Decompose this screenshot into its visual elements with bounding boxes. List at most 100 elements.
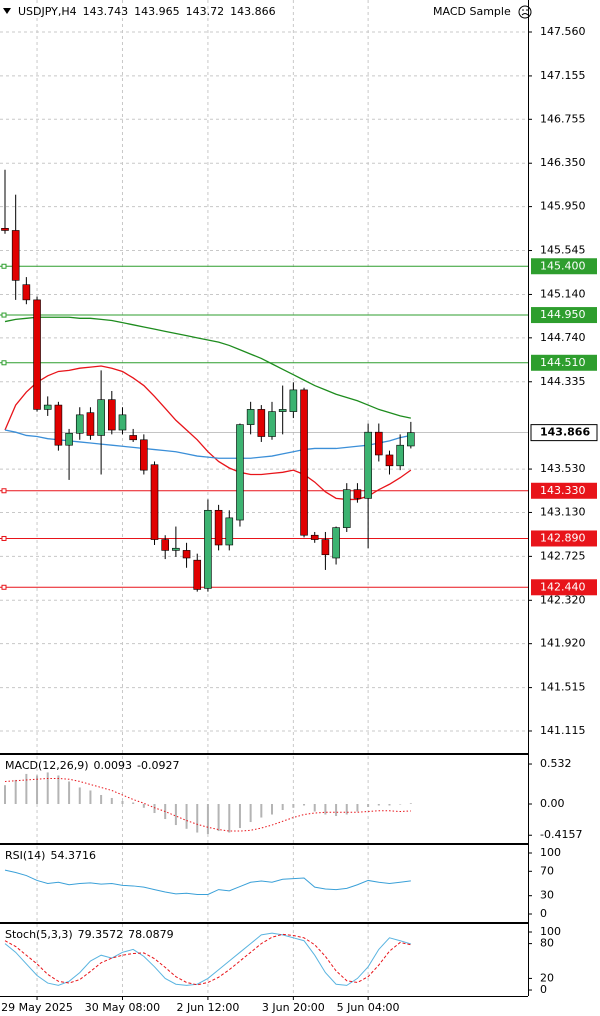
indicator-name: MACD(12,26,9) (5, 759, 89, 772)
level-anchor (1, 535, 7, 541)
indicator-name: Stoch(5,3,3) (5, 928, 73, 941)
candle-body (86, 412, 95, 436)
level-label-box (531, 258, 597, 275)
histogram-bar (196, 803, 199, 833)
ohlc-high: 143.965 (134, 5, 180, 18)
chart-title: USDJPY,H4 143.743 143.965 143.72 143.866 (18, 5, 276, 18)
y-tick-label: 143.130 (540, 505, 586, 518)
expert-icon-eye (522, 9, 524, 11)
candle-body (407, 432, 415, 447)
histogram-bar (388, 803, 391, 806)
indicator-title: RSI(14) 54.3716 (5, 849, 96, 862)
candle-body (108, 399, 116, 431)
y-tick-label: 100 (540, 925, 561, 938)
candle-body (150, 464, 159, 540)
menu-triangle[interactable] (3, 8, 11, 14)
x-tick-label: 29 May 2025 (1, 1001, 73, 1014)
indicator-value: 0.0093 (94, 759, 133, 772)
candle-body (246, 409, 255, 425)
candle-body (310, 534, 319, 540)
candle-body (65, 432, 73, 446)
grid-layer (0, 0, 528, 996)
candle-body (129, 435, 137, 441)
histogram-bar (324, 803, 327, 815)
histogram-bar (4, 785, 6, 804)
histogram-bar (185, 803, 188, 829)
candle-body (118, 414, 127, 431)
candle-body (353, 489, 362, 499)
histogram-bar (345, 803, 348, 815)
y-tick-label: 144.740 (540, 331, 586, 344)
candle-body (268, 411, 276, 437)
histogram-bar (249, 803, 252, 823)
histogram-bar (89, 790, 92, 804)
y-tick-label: 141.115 (540, 724, 586, 737)
y-tick-label: 147.560 (540, 25, 586, 38)
y-tick-label: 147.155 (540, 69, 586, 82)
level-label: 145.400 (540, 259, 586, 272)
histogram-bar (292, 803, 295, 808)
ohlc-open: 143.743 (83, 5, 129, 18)
ohlc-close: 143.866 (230, 5, 276, 18)
y-tick-label: 145.545 (540, 244, 586, 257)
y-tick-label: 143.530 (540, 462, 586, 475)
indicator-title: MACD(12,26,9) 0.0093 -0.0927 (5, 759, 180, 772)
candle-body (364, 431, 372, 499)
x-tick-label: 3 Jun 20:00 (262, 1001, 325, 1014)
level-anchor (1, 584, 7, 590)
histogram-bar (271, 803, 273, 815)
y-tick-label: 142.725 (540, 549, 586, 562)
level-label: 144.950 (540, 308, 586, 321)
current-price-label: 143.866 (540, 426, 590, 439)
y-tick-label: 145.950 (540, 200, 586, 213)
y-tick-label: 146.350 (540, 156, 586, 169)
series-line (4, 932, 411, 986)
histogram-bar (78, 787, 81, 804)
x-tick-label: 2 Jun 12:00 (176, 1001, 239, 1014)
y-tick-label: 20 (540, 971, 554, 984)
candle-body (236, 424, 244, 521)
candle-body (396, 444, 404, 467)
level-label: 142.890 (540, 531, 586, 544)
histogram-bar (25, 773, 28, 804)
histogram-bar (313, 803, 316, 812)
candle-body (1, 227, 9, 231)
level-label: 142.440 (540, 580, 586, 593)
expert-name: MACD Sample (433, 5, 511, 18)
marks-layer (0, 169, 528, 986)
y-tick-label: 141.515 (540, 681, 586, 694)
expert-icon-eye (526, 9, 528, 11)
current-price-box (530, 424, 598, 442)
candle-body (22, 284, 31, 301)
level-label-box (531, 354, 597, 371)
candle-body (75, 414, 84, 434)
histogram-bar (217, 803, 220, 832)
candle-body (204, 509, 212, 589)
y-tick-label: 0.532 (540, 757, 572, 770)
y-tick-label: 80 (540, 937, 554, 950)
y-tick-label: 141.920 (540, 637, 586, 650)
candle-body (332, 527, 340, 559)
candle-body (257, 409, 266, 437)
level-label: 143.330 (540, 484, 586, 497)
y-tick-label: 70 (540, 864, 554, 877)
level-label-box (531, 482, 597, 499)
candle-body (214, 509, 223, 546)
candle-body (172, 547, 180, 551)
y-tick-label: 144.335 (540, 375, 586, 388)
histogram-bar (335, 803, 338, 817)
candle-body (342, 489, 351, 528)
y-tick-label: 142.320 (540, 593, 586, 606)
histogram-bar (14, 779, 17, 804)
y-tick-label: 100 (540, 846, 561, 859)
candle-body (33, 299, 41, 410)
candle-body (300, 389, 308, 536)
series-line (4, 316, 411, 419)
indicator-value: 54.3716 (50, 849, 96, 862)
y-tick-label: -0.4157 (540, 828, 582, 841)
histogram-bar (142, 803, 145, 808)
expert-icon[interactable] (518, 5, 532, 19)
